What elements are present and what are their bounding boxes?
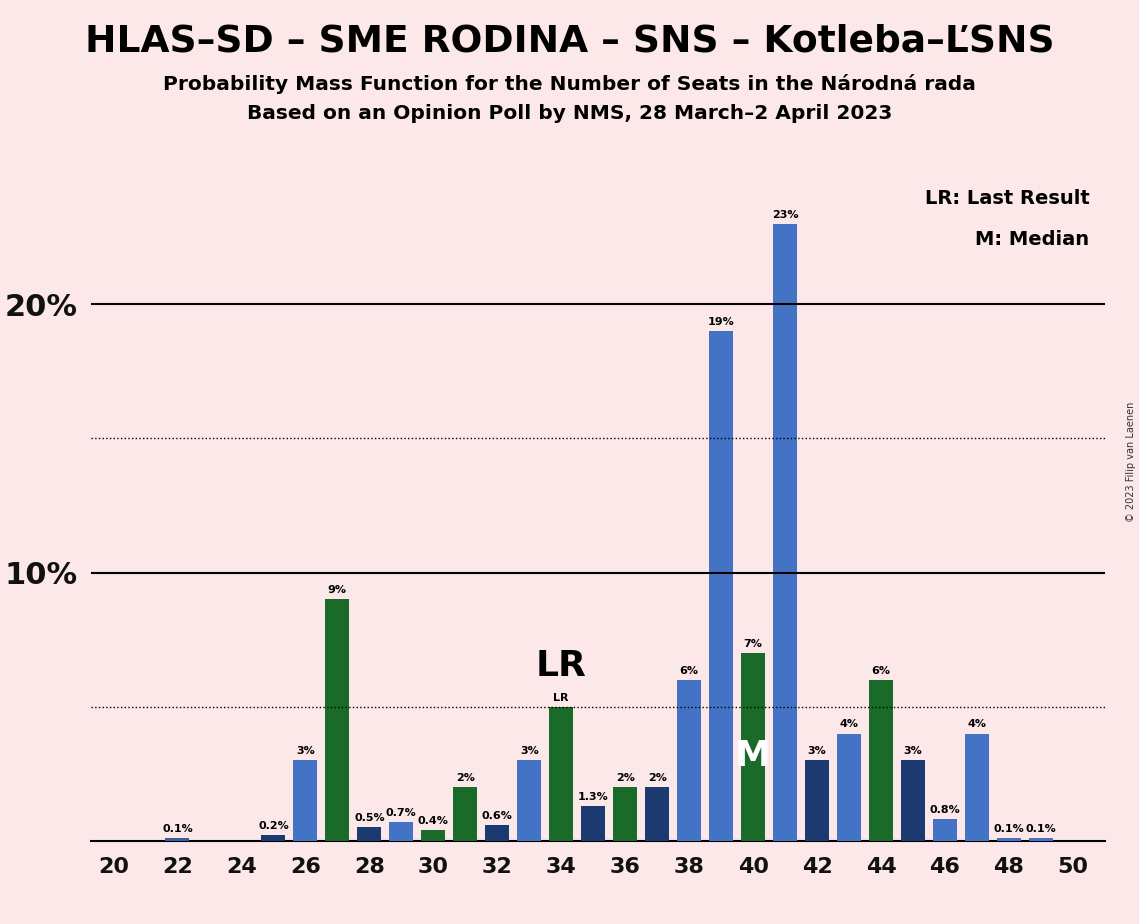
- Bar: [645, 787, 669, 841]
- Text: 4%: 4%: [839, 720, 859, 729]
- Text: 0.1%: 0.1%: [993, 824, 1024, 834]
- Text: 1.3%: 1.3%: [577, 792, 608, 802]
- Text: 0.1%: 0.1%: [162, 824, 192, 834]
- Text: M: Median: M: Median: [975, 230, 1090, 249]
- Bar: [549, 707, 573, 841]
- Bar: [390, 822, 413, 841]
- Text: 3%: 3%: [519, 747, 539, 757]
- Text: 0.6%: 0.6%: [482, 810, 513, 821]
- Text: © 2023 Filip van Laenen: © 2023 Filip van Laenen: [1126, 402, 1136, 522]
- Text: 0.8%: 0.8%: [929, 806, 960, 815]
- Text: 0.7%: 0.7%: [386, 808, 417, 818]
- Bar: [453, 787, 477, 841]
- Text: 7%: 7%: [744, 639, 762, 649]
- Bar: [741, 653, 765, 841]
- Text: 0.5%: 0.5%: [354, 813, 385, 823]
- Bar: [710, 331, 734, 841]
- Bar: [1029, 838, 1052, 841]
- Bar: [517, 760, 541, 841]
- Text: 19%: 19%: [707, 317, 735, 327]
- Text: M: M: [735, 739, 771, 773]
- Bar: [358, 827, 382, 841]
- Bar: [901, 760, 925, 841]
- Text: LR: LR: [554, 693, 570, 702]
- Bar: [997, 838, 1021, 841]
- Text: 3%: 3%: [296, 747, 314, 757]
- Text: 2%: 2%: [616, 773, 634, 784]
- Bar: [805, 760, 829, 841]
- Text: 0.4%: 0.4%: [418, 816, 449, 826]
- Bar: [165, 838, 189, 841]
- Text: 4%: 4%: [967, 720, 986, 729]
- Text: 23%: 23%: [772, 210, 798, 220]
- Bar: [837, 734, 861, 841]
- Text: 3%: 3%: [808, 747, 827, 757]
- Text: 3%: 3%: [903, 747, 923, 757]
- Bar: [485, 825, 509, 841]
- Bar: [677, 680, 702, 841]
- Text: 6%: 6%: [871, 666, 891, 675]
- Text: 9%: 9%: [328, 585, 347, 595]
- Text: LR: LR: [535, 649, 587, 683]
- Bar: [965, 734, 989, 841]
- Text: 2%: 2%: [456, 773, 475, 784]
- Text: 6%: 6%: [680, 666, 698, 675]
- Bar: [421, 830, 445, 841]
- Bar: [933, 820, 957, 841]
- Text: 0.1%: 0.1%: [1025, 824, 1056, 834]
- Bar: [581, 806, 605, 841]
- Text: Probability Mass Function for the Number of Seats in the Národná rada: Probability Mass Function for the Number…: [163, 74, 976, 94]
- Bar: [326, 600, 350, 841]
- Bar: [869, 680, 893, 841]
- Text: Based on an Opinion Poll by NMS, 28 March–2 April 2023: Based on an Opinion Poll by NMS, 28 Marc…: [247, 104, 892, 124]
- Text: HLAS–SD – SME RODINA – SNS – Kotleba–ĽSNS: HLAS–SD – SME RODINA – SNS – Kotleba–ĽSN…: [84, 23, 1055, 59]
- Text: 2%: 2%: [648, 773, 666, 784]
- Bar: [613, 787, 637, 841]
- Bar: [294, 760, 318, 841]
- Bar: [773, 224, 797, 841]
- Bar: [262, 835, 286, 841]
- Text: 0.2%: 0.2%: [259, 821, 289, 832]
- Text: LR: Last Result: LR: Last Result: [925, 188, 1090, 208]
